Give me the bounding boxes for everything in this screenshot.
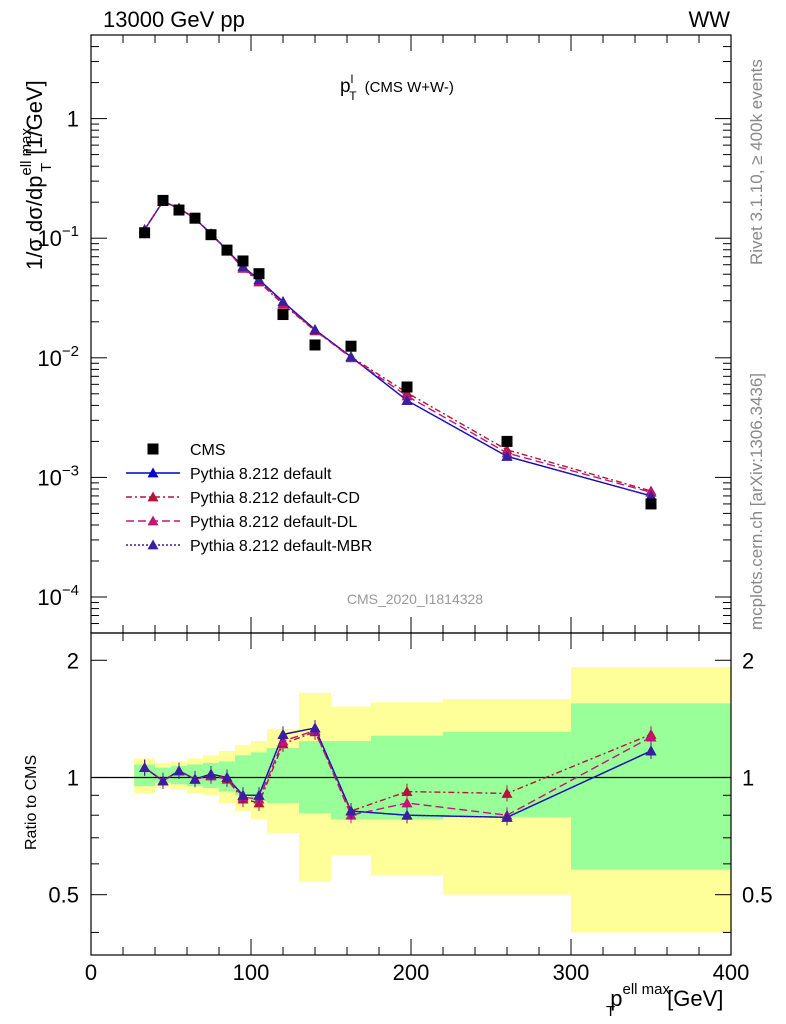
legend-label: Pythia 8.212 default — [190, 466, 332, 483]
x-tick-label: 0 — [85, 960, 97, 985]
x-tick-label: 300 — [553, 960, 590, 985]
data-point — [309, 339, 321, 351]
ratio-y-tick-label-right: 1 — [742, 765, 754, 790]
legend-marker — [147, 539, 159, 550]
main-frame — [90, 34, 732, 634]
ratio-point — [401, 809, 413, 820]
analysis-id: CMS_2020_I1814328 — [347, 591, 483, 607]
ratio-point — [345, 805, 357, 816]
legend-marker — [147, 491, 159, 502]
series-point — [309, 324, 321, 335]
legend-marker — [147, 467, 159, 478]
legend-label: Pythia 8.212 default-DL — [190, 514, 357, 531]
series-point — [277, 296, 289, 307]
ratio-point — [221, 771, 233, 782]
y-tick-label: 10−4 — [37, 582, 79, 610]
series-point — [401, 394, 413, 405]
ratio-point — [157, 775, 169, 786]
ratio-y-tick-label: 2 — [67, 648, 79, 673]
legend-label: Pythia 8.212 default-CD — [190, 490, 360, 507]
ratio-y-tick-label-right: 2 — [742, 648, 754, 673]
ratio-y-tick-label: 0.5 — [48, 883, 79, 908]
data-point — [157, 194, 169, 206]
mcplots-label: mcplots.cern.ch [arXiv:1306.3436] — [747, 373, 766, 630]
legend-label: CMS — [190, 442, 226, 459]
y-axis-label: 1/σ dσ/dpell max T[1/GeV] — [18, 80, 55, 270]
ratio-point — [189, 773, 201, 784]
axes: 0 100 200 300 400 10−4 10−3 10−2 10−1 1 0.5 0.5 1 1 2 2 — [37, 34, 773, 985]
x-tick-label: 400 — [713, 960, 750, 985]
legend-marker — [147, 515, 159, 526]
ratio-point — [501, 787, 513, 798]
ratio-point — [139, 762, 151, 773]
series-point — [501, 450, 513, 461]
band-inner-bin — [267, 748, 299, 803]
legend-marker-cms — [147, 443, 159, 455]
plot-title: pl T (CMS W+W-) — [340, 72, 454, 103]
ratio-point — [237, 789, 249, 800]
y-tick-label: 1 — [67, 107, 79, 132]
ratio-point — [501, 811, 513, 822]
ratio-bands — [91, 667, 731, 933]
ratio-point — [401, 797, 413, 808]
data-point — [205, 229, 217, 241]
x-tick-label: 200 — [393, 960, 430, 985]
ratio-point — [253, 789, 265, 800]
y-tick-label: 10−2 — [37, 343, 79, 371]
rivet-version-label: Rivet 3.1.10, ≥ 400k events — [747, 59, 766, 265]
band-inner-bin — [235, 755, 251, 796]
legend: CMS Pythia 8.212 default Pythia 8.212 defa… — [126, 442, 372, 555]
series-point — [345, 351, 357, 362]
series-line — [144, 200, 652, 497]
data-point — [173, 204, 185, 216]
data-point — [277, 309, 289, 321]
data-point — [139, 227, 151, 239]
data-point — [237, 255, 249, 267]
ratio-series-line — [144, 729, 652, 817]
data-point — [253, 268, 265, 280]
data-point — [501, 435, 513, 447]
x-axis-label: pell max T[GeV] — [606, 981, 723, 1020]
data-point — [645, 498, 657, 510]
ratio-y-tick-label-right: 0.5 — [742, 883, 773, 908]
data-point — [345, 340, 357, 352]
ratio-y-tick-label: 1 — [67, 765, 79, 790]
data-point — [189, 212, 201, 224]
band-inner-bin — [443, 731, 571, 818]
legend-label: Pythia 8.212 default-MBR — [190, 538, 372, 555]
ratio-point — [309, 722, 321, 733]
ratio-point — [645, 731, 657, 742]
ratio-point — [173, 765, 185, 776]
ratio-point — [645, 745, 657, 756]
data-point — [401, 381, 413, 393]
ratio-series — [139, 719, 657, 826]
collision-label: 13000 GeV pp — [103, 7, 245, 32]
y-tick-label: 10−3 — [37, 462, 79, 490]
main-series — [139, 194, 657, 510]
ratio-point — [205, 768, 217, 779]
ratio-point — [401, 786, 413, 796]
data-point — [221, 244, 233, 256]
series-point — [645, 490, 657, 501]
process-label: WW — [688, 7, 730, 32]
ratio-point — [277, 728, 289, 739]
y-tick-label: 10−1 — [37, 223, 79, 251]
x-tick-label: 100 — [233, 960, 270, 985]
ratio-y-axis-label: Ratio to CMS — [23, 755, 40, 850]
